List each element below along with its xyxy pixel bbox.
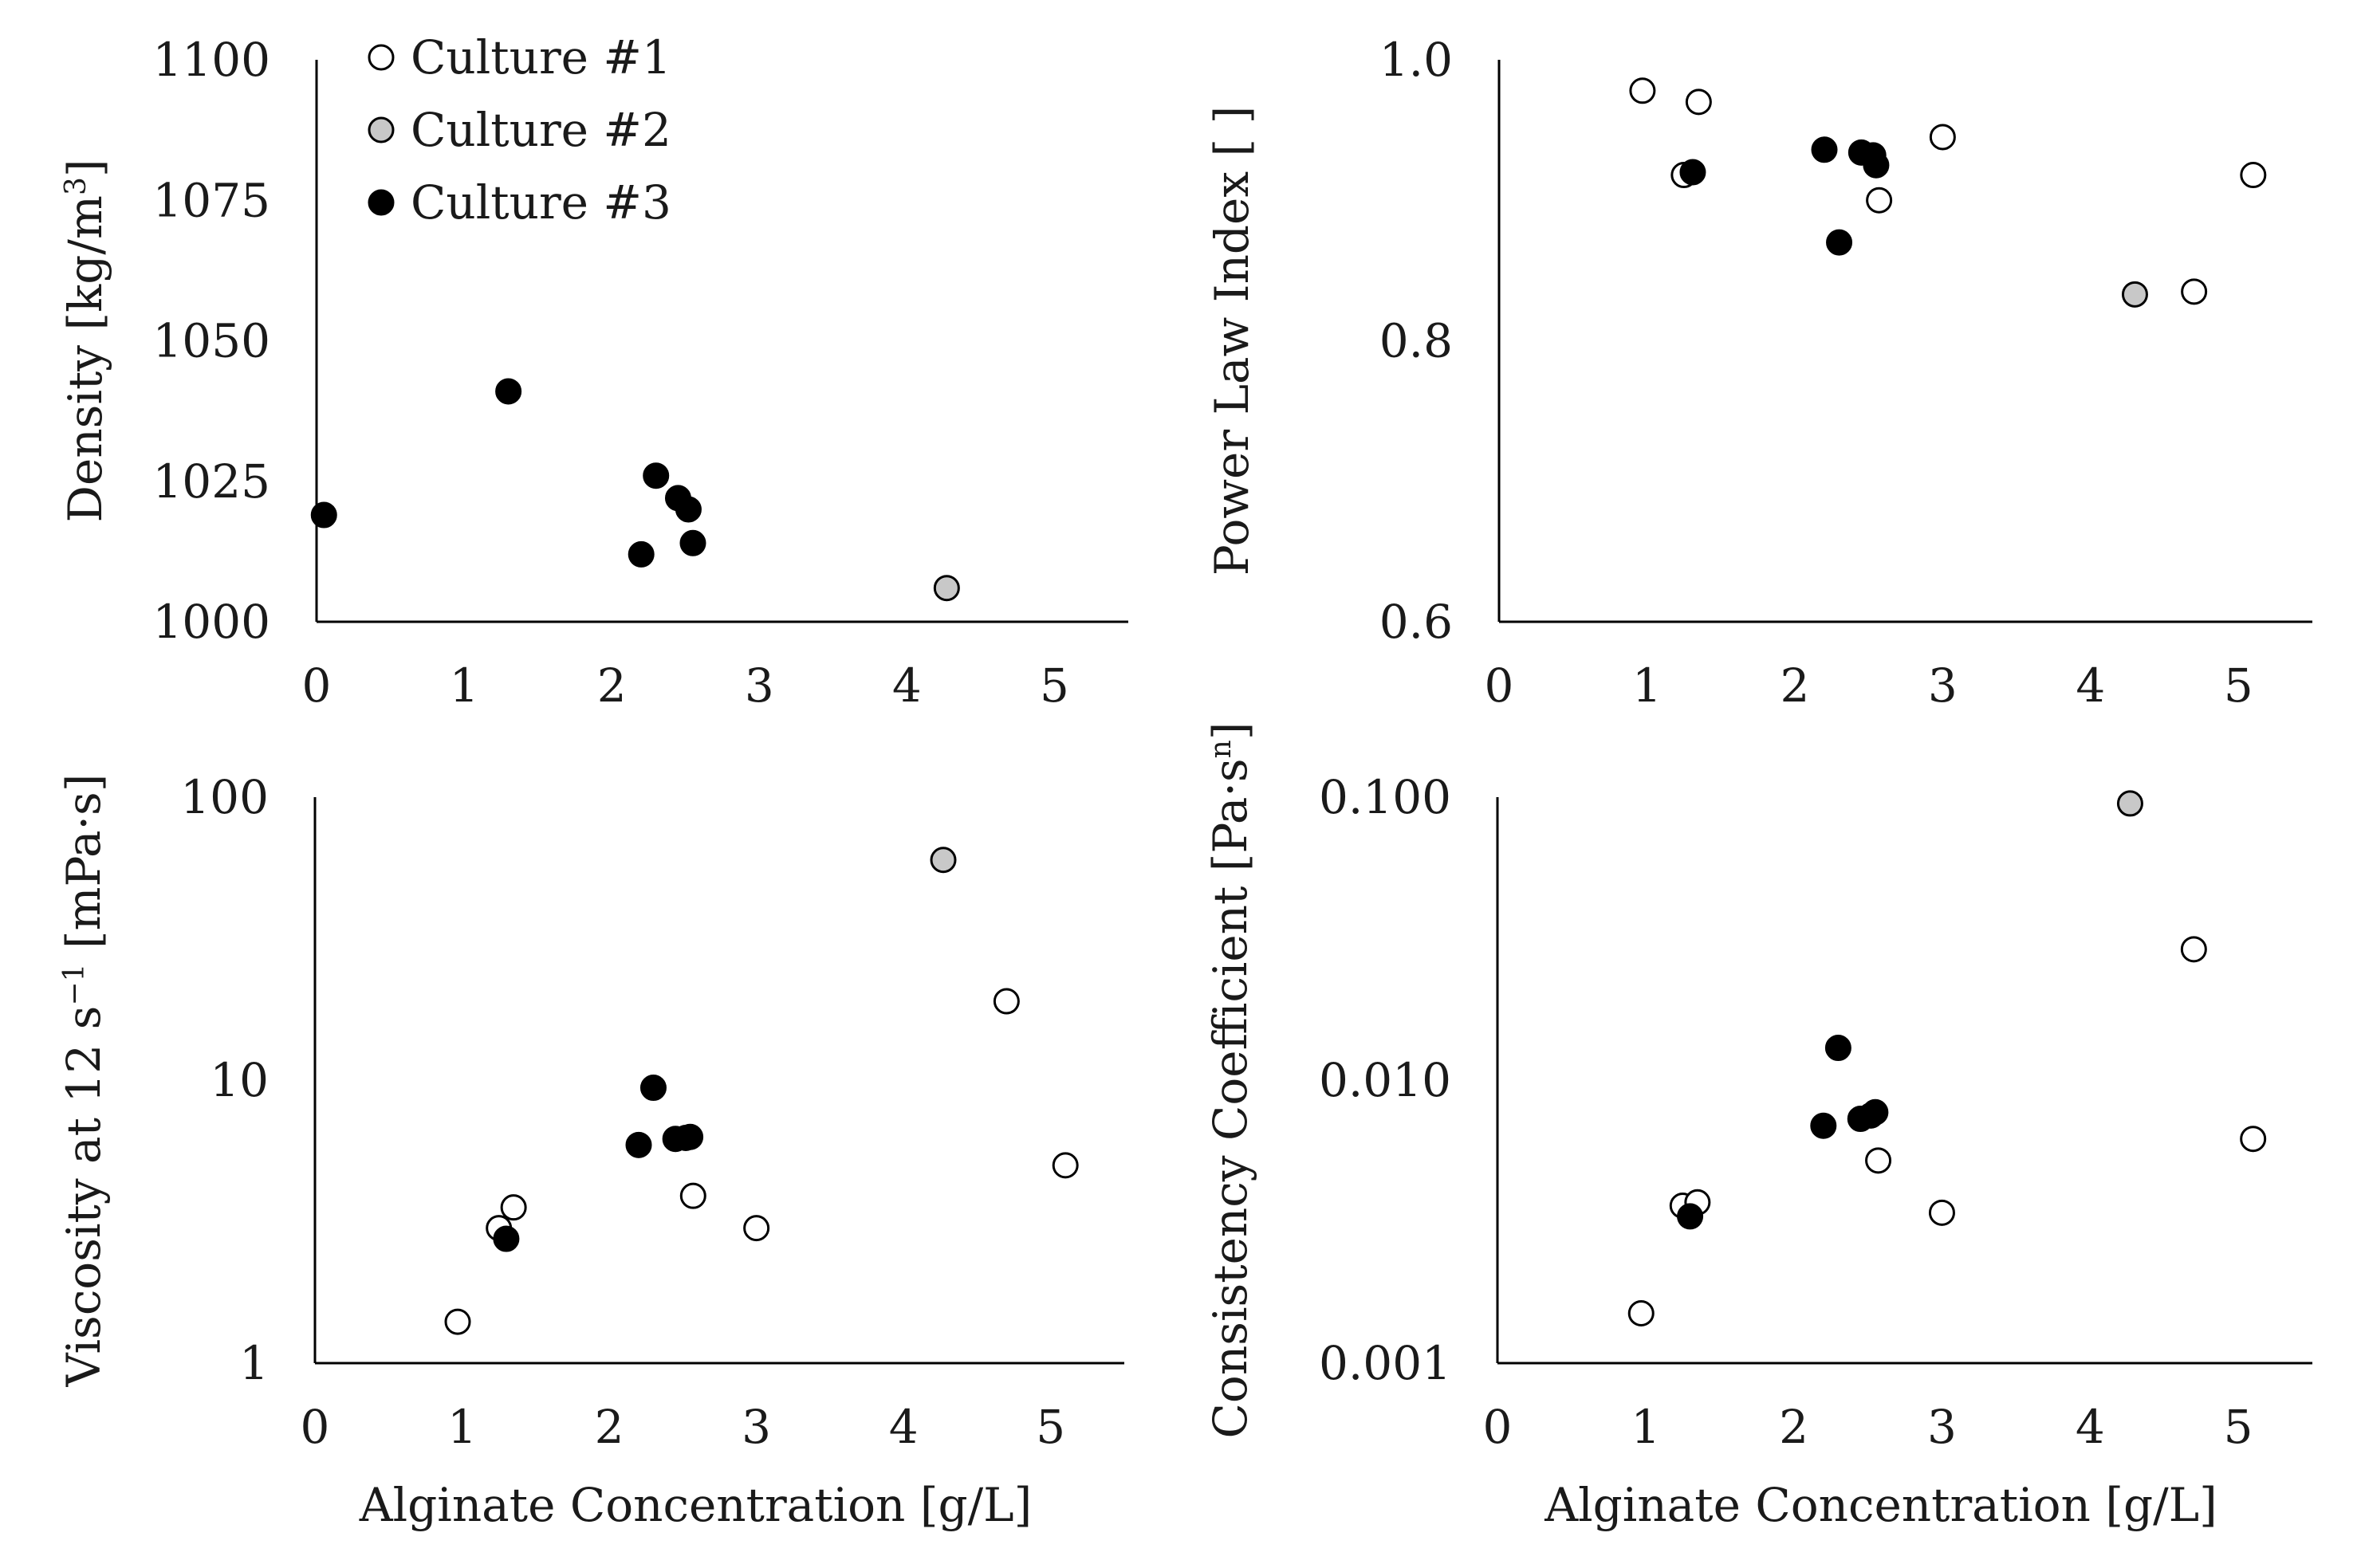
data-point-culture-3 xyxy=(1862,1098,1889,1126)
x-tick-label: 3 xyxy=(1928,658,1958,713)
y-axis-label: Power Law Index [ ] xyxy=(1205,106,1259,576)
x-tick-label: 3 xyxy=(745,658,774,713)
x-tick-label: 1 xyxy=(1631,1400,1660,1454)
data-point-culture-3 xyxy=(1677,1203,1704,1230)
data-point-culture-3 xyxy=(493,1225,520,1252)
y-axis-label: Consistency Coefficient [Pa·sn] xyxy=(1203,722,1257,1439)
data-point-culture-1 xyxy=(1052,1152,1079,1179)
x-tick-label: 4 xyxy=(889,1400,919,1454)
data-point-culture-1 xyxy=(2240,162,2267,189)
data-point-culture-1 xyxy=(1685,88,1712,116)
data-point-culture-3 xyxy=(677,1123,704,1150)
x-tick-label: 3 xyxy=(742,1400,771,1454)
x-axis-label: Alginate Concentration [g/L] xyxy=(359,1478,1033,1532)
y-tick-label: 0.001 xyxy=(1319,1336,1451,1390)
data-point-culture-1 xyxy=(743,1215,770,1242)
y-tick-label: 1 xyxy=(239,1336,269,1390)
data-point-culture-2 xyxy=(2116,790,2143,817)
y-tick-label: 1075 xyxy=(152,173,270,227)
data-point-culture-1 xyxy=(993,988,1020,1015)
data-point-culture-1 xyxy=(2240,1126,2267,1153)
data-point-culture-1 xyxy=(1929,124,1956,151)
data-point-culture-1 xyxy=(444,1308,471,1335)
data-point-culture-3 xyxy=(1810,1112,1837,1139)
x-tick-label: 2 xyxy=(1780,658,1809,713)
data-point-culture-3 xyxy=(1824,1035,1851,1062)
y-axis-label: Density [kg/m3] xyxy=(58,159,112,523)
x-tick-label: 0 xyxy=(301,1400,330,1454)
x-tick-label: 0 xyxy=(302,658,332,713)
x-tick-label: 5 xyxy=(1036,1400,1065,1454)
data-point-culture-1 xyxy=(1627,1299,1655,1326)
legend-label-culture-3: Culture #3 xyxy=(411,175,671,230)
x-tick-label: 1 xyxy=(1632,658,1662,713)
x-tick-label: 4 xyxy=(892,658,922,713)
data-point-culture-1 xyxy=(2180,936,2207,963)
data-point-culture-1 xyxy=(2181,278,2208,305)
x-tick-label: 4 xyxy=(2076,658,2105,713)
y-tick-label: 1050 xyxy=(152,314,270,368)
legend-marker-culture-1 xyxy=(368,44,395,71)
data-point-culture-3 xyxy=(1826,229,1853,256)
data-point-culture-3 xyxy=(495,378,522,405)
data-point-culture-3 xyxy=(625,1131,652,1158)
x-tick-label: 1 xyxy=(450,658,479,713)
x-tick-label: 5 xyxy=(2224,1400,2253,1454)
data-point-culture-3 xyxy=(628,540,655,568)
data-point-culture-3 xyxy=(310,501,337,529)
y-tick-label: 0.010 xyxy=(1319,1053,1451,1107)
legend-label-culture-2: Culture #2 xyxy=(411,103,671,157)
y-tick-label: 100 xyxy=(180,770,269,824)
data-point-culture-3 xyxy=(675,496,702,523)
data-point-culture-3 xyxy=(1811,136,1838,163)
data-point-culture-2 xyxy=(933,575,960,602)
y-tick-label: 1000 xyxy=(152,595,270,649)
legend-marker-culture-2 xyxy=(368,116,395,143)
x-tick-label: 2 xyxy=(595,1400,624,1454)
data-point-culture-3 xyxy=(1863,151,1890,179)
x-tick-label: 2 xyxy=(597,658,627,713)
data-point-culture-1 xyxy=(500,1194,527,1221)
y-tick-label: 10 xyxy=(210,1053,269,1107)
data-point-culture-1 xyxy=(1629,77,1656,104)
x-tick-label: 3 xyxy=(1927,1400,1957,1454)
data-point-culture-3 xyxy=(643,462,670,489)
data-point-culture-3 xyxy=(1679,159,1706,186)
data-point-culture-2 xyxy=(2121,281,2148,308)
data-point-culture-3 xyxy=(639,1075,667,1102)
y-tick-label: 1025 xyxy=(152,454,270,509)
y-tick-label: 0.6 xyxy=(1379,595,1453,649)
y-tick-label: 1100 xyxy=(152,33,270,87)
x-tick-label: 0 xyxy=(1485,658,1514,713)
data-point-culture-3 xyxy=(679,529,706,556)
y-tick-label: 0.8 xyxy=(1379,314,1453,368)
x-tick-label: 5 xyxy=(1040,658,1069,713)
data-point-culture-1 xyxy=(679,1182,706,1209)
legend-marker-culture-3 xyxy=(368,189,395,216)
x-tick-label: 4 xyxy=(2076,1400,2105,1454)
x-axis-label: Alginate Concentration [g/L] xyxy=(1544,1478,2217,1532)
y-tick-label: 0.100 xyxy=(1319,770,1451,824)
legend-label-culture-1: Culture #1 xyxy=(411,30,671,84)
x-tick-label: 1 xyxy=(447,1400,477,1454)
y-tick-label: 1.0 xyxy=(1379,33,1453,87)
data-point-culture-1 xyxy=(1866,187,1893,214)
data-point-culture-1 xyxy=(1928,1199,1955,1226)
x-tick-label: 2 xyxy=(1779,1400,1808,1454)
x-tick-label: 5 xyxy=(2224,658,2253,713)
x-tick-label: 0 xyxy=(1483,1400,1513,1454)
data-point-culture-1 xyxy=(1865,1147,1892,1174)
data-point-culture-2 xyxy=(930,847,957,874)
y-axis-label: Viscosity at 12 s−1 [mPa·s] xyxy=(57,774,111,1388)
